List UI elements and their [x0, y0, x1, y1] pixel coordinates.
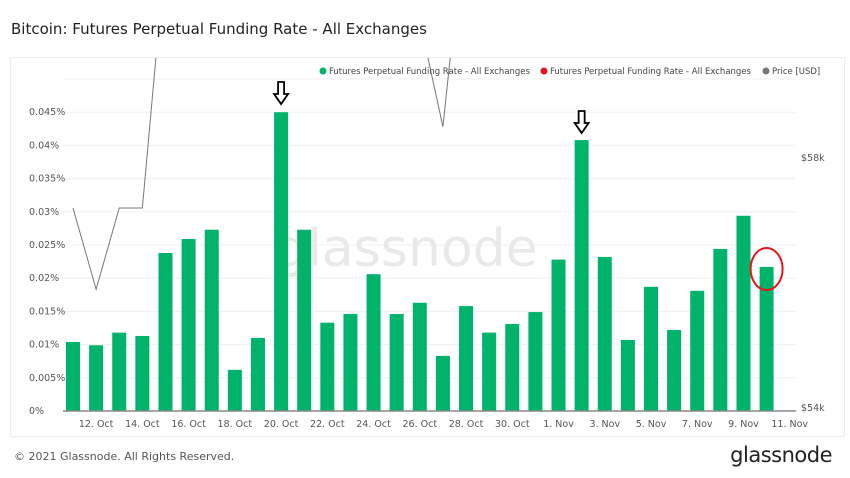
y-left-tick: 0.01% — [29, 340, 59, 351]
watermark: glassnode — [274, 219, 537, 279]
bar — [690, 290, 705, 411]
bar — [297, 229, 312, 411]
x-tick: 5. Nov — [636, 419, 667, 430]
chart-card: 0% 0.005% 0.01% 0.015% 0.02% 0.025% 0.03% 0.035… — [10, 57, 845, 437]
bar — [528, 312, 543, 411]
y-right-tick: $54k — [801, 403, 825, 414]
legend-marker — [540, 67, 548, 75]
red-circle-annotation — [749, 247, 784, 291]
x-tick: 26. Oct — [403, 419, 438, 430]
legend-label: Price [USD] — [772, 67, 820, 77]
bar — [482, 332, 497, 411]
y-left-tick: 0.04% — [29, 140, 59, 151]
bar — [343, 314, 358, 411]
y-left-tick: 0.03% — [29, 207, 59, 218]
x-tick: 30. Oct — [495, 419, 530, 430]
bar — [574, 140, 589, 411]
x-tick: 16. Oct — [171, 419, 206, 430]
y-left-tick: 0.015% — [29, 306, 65, 317]
x-tick: 18. Oct — [218, 419, 253, 430]
y-left-tick: 0% — [29, 406, 44, 417]
x-tick: 1. Nov — [543, 419, 574, 430]
bar — [158, 252, 173, 411]
bar — [181, 239, 196, 411]
bar — [227, 369, 242, 411]
bar — [135, 335, 150, 411]
bar — [412, 302, 427, 411]
bar — [274, 112, 289, 411]
bar — [112, 332, 127, 411]
y-left-tick: 0.005% — [29, 373, 65, 384]
chart-svg: 0% 0.005% 0.01% 0.015% 0.02% 0.025% 0.03% 0.035… — [29, 58, 825, 430]
price-line — [72, 58, 451, 292]
y-left-tick: 0.02% — [29, 273, 59, 284]
x-tick: 11. Nov — [771, 419, 808, 430]
bar — [551, 259, 566, 411]
legend-marker — [319, 67, 327, 75]
bar — [713, 248, 728, 411]
bar — [505, 324, 520, 411]
bar — [66, 341, 80, 411]
y-left-tick: 0.025% — [29, 240, 65, 251]
bar — [389, 314, 404, 411]
bar — [435, 355, 450, 411]
legend-label: Futures Perpetual Funding Rate - All Exc… — [329, 67, 531, 77]
x-tick: 14. Oct — [125, 419, 160, 430]
x-tick: 3. Nov — [589, 419, 620, 430]
x-tick: 7. Nov — [682, 419, 713, 430]
x-tick: 20. Oct — [264, 419, 299, 430]
y-left-tick: 0.035% — [29, 174, 65, 185]
bar — [459, 306, 474, 411]
bar — [250, 337, 265, 411]
bar — [644, 286, 658, 411]
x-tick: 9. Nov — [728, 419, 759, 430]
down-arrow-annotation — [272, 81, 290, 106]
chart-title: Bitcoin: Futures Perpetual Funding Rate … — [11, 20, 427, 38]
x-tick: 28. Oct — [449, 419, 484, 430]
bar — [667, 329, 682, 411]
legend-marker — [762, 67, 770, 75]
glassnode-logo: glassnode — [730, 443, 832, 467]
bar — [320, 322, 335, 411]
x-tick: 22. Oct — [310, 419, 345, 430]
bar — [736, 215, 751, 411]
x-tick: 12. Oct — [79, 419, 114, 430]
down-arrow-annotation — [572, 110, 591, 135]
bar — [759, 266, 774, 411]
bar — [89, 345, 104, 411]
bar — [620, 339, 635, 411]
legend-label: Futures Perpetual Funding Rate - All Exc… — [550, 67, 752, 77]
y-left-tick: 0.045% — [29, 107, 65, 118]
y-right-tick: $58k — [801, 153, 825, 164]
bar — [204, 229, 219, 411]
x-tick: 24. Oct — [356, 419, 391, 430]
bar — [597, 256, 612, 411]
copyright: © 2021 Glassnode. All Rights Reserved. — [14, 450, 235, 463]
bar — [366, 274, 381, 411]
